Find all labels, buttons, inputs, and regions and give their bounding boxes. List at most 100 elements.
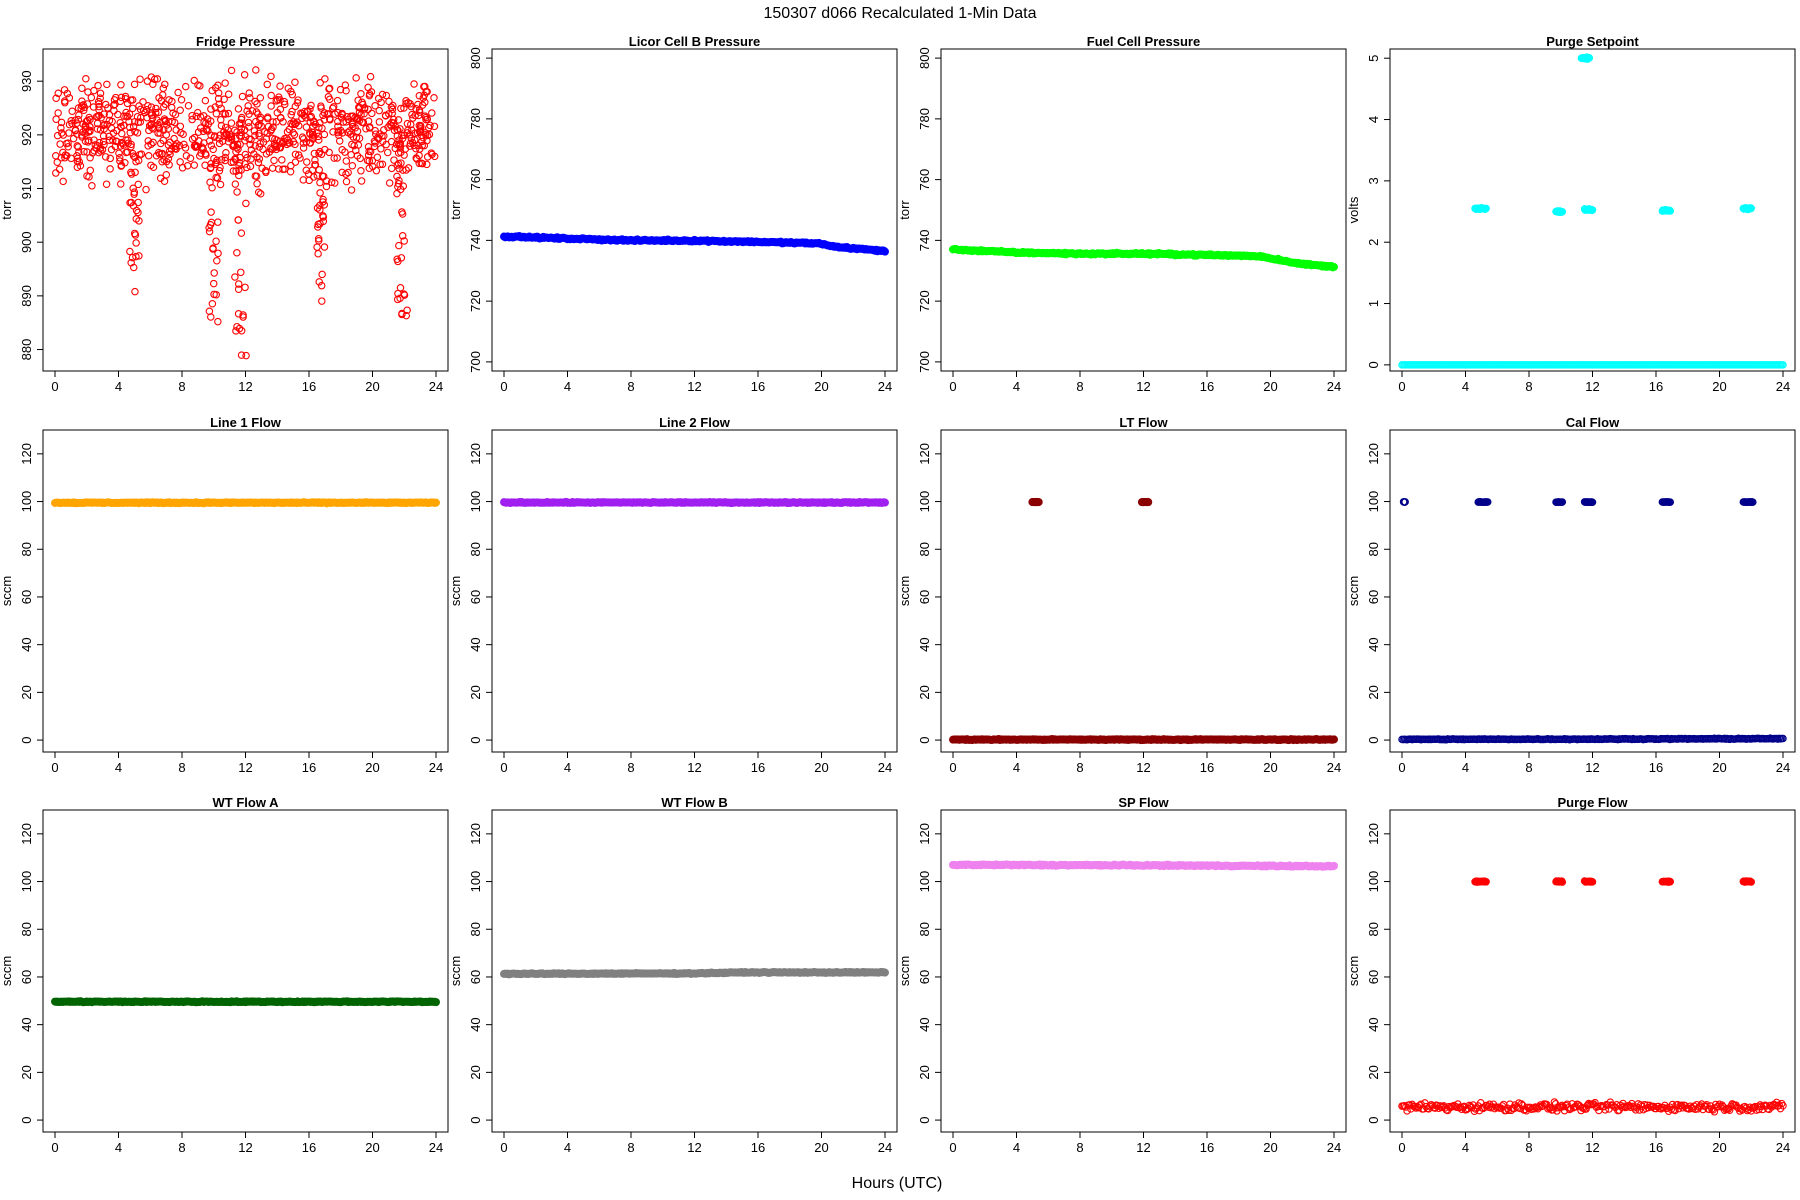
data-point	[216, 131, 224, 139]
data-point	[164, 125, 173, 133]
data-point	[291, 102, 300, 111]
data-point	[396, 144, 405, 152]
data-point	[333, 154, 341, 162]
data-point	[139, 106, 148, 115]
data-point	[272, 97, 280, 105]
data-point	[316, 79, 324, 87]
y-tick-label: 40	[19, 1017, 34, 1031]
data-point	[400, 237, 408, 245]
data-point	[131, 168, 139, 177]
x-tick-label: 16	[751, 760, 765, 775]
plot-frame	[491, 429, 898, 753]
data-point	[234, 280, 243, 288]
data-point	[276, 114, 285, 122]
y-tick-label: 40	[468, 1017, 483, 1031]
data-point	[385, 110, 393, 118]
data-point	[362, 124, 370, 133]
data-point	[180, 140, 188, 149]
data-point	[94, 81, 102, 90]
data-point	[135, 102, 143, 110]
y-tick-label: 60	[468, 970, 483, 984]
data-point	[79, 101, 88, 109]
data-point	[221, 153, 230, 162]
x-tick-label: 20	[814, 760, 828, 775]
data-point	[64, 142, 72, 151]
plot-frame	[42, 809, 449, 1133]
data-point	[166, 150, 174, 159]
data-point	[313, 128, 321, 137]
data-point	[121, 92, 130, 101]
data-point	[383, 148, 392, 157]
data-point	[176, 158, 184, 166]
data-point	[378, 160, 387, 169]
data-point	[214, 81, 222, 89]
data-point	[356, 154, 364, 163]
data-point	[238, 92, 247, 101]
data-point	[881, 498, 890, 507]
data-point	[90, 146, 98, 155]
data-point	[235, 171, 243, 180]
data-point	[257, 122, 266, 130]
data-point	[431, 998, 440, 1007]
data-point	[247, 135, 255, 144]
data-point	[246, 140, 254, 149]
x-tick-label: 4	[1013, 379, 1020, 394]
data-point	[224, 134, 233, 142]
data-point	[271, 143, 280, 151]
data-point	[231, 155, 240, 164]
data-point	[172, 145, 180, 153]
x-tick-label: 8	[627, 1140, 634, 1155]
data-point	[407, 134, 416, 143]
data-point	[406, 120, 415, 129]
data-point	[378, 90, 387, 99]
data-point	[147, 121, 155, 129]
data-point	[209, 145, 217, 154]
panel-title: WT Flow A	[213, 795, 280, 810]
data-point	[296, 154, 304, 162]
data-point	[112, 137, 120, 145]
data-point	[1482, 204, 1490, 213]
data-point	[347, 151, 355, 159]
x-tick-label: 0	[949, 379, 956, 394]
y-tick-label: 40	[917, 1017, 932, 1031]
y-tick-label: 100	[1366, 491, 1381, 513]
x-tick-label: 20	[365, 1140, 379, 1155]
data-point	[357, 89, 365, 98]
data-point	[256, 115, 264, 124]
x-tick-label: 8	[1525, 760, 1532, 775]
data-point	[116, 157, 124, 165]
data-point	[377, 98, 385, 107]
data-point	[370, 137, 379, 146]
data-point	[350, 141, 358, 150]
y-tick-label: 20	[917, 1065, 932, 1079]
data-point	[221, 79, 229, 87]
data-point	[276, 82, 284, 90]
data-point	[200, 112, 208, 120]
data-point	[128, 96, 137, 104]
data-point	[1588, 206, 1597, 214]
x-tick-label: 4	[115, 1140, 122, 1155]
x-tick-label: 8	[1076, 379, 1083, 394]
x-tick-label: 4	[115, 760, 122, 775]
data-point	[250, 127, 259, 135]
y-tick-label: 900	[19, 231, 34, 253]
data-point	[154, 108, 163, 117]
data-point	[269, 118, 277, 126]
data-point	[224, 109, 233, 118]
data-point	[392, 140, 401, 149]
data-point	[342, 87, 350, 95]
data-point	[315, 149, 323, 158]
data-point	[165, 161, 173, 169]
panel-title: Purge Flow	[1557, 795, 1628, 810]
data-point	[153, 75, 162, 83]
data-point	[316, 189, 324, 197]
data-point	[274, 165, 283, 173]
data-point	[151, 108, 160, 117]
data-point	[267, 144, 275, 152]
data-point	[184, 101, 193, 110]
data-point	[220, 109, 228, 117]
data-point	[205, 224, 213, 232]
